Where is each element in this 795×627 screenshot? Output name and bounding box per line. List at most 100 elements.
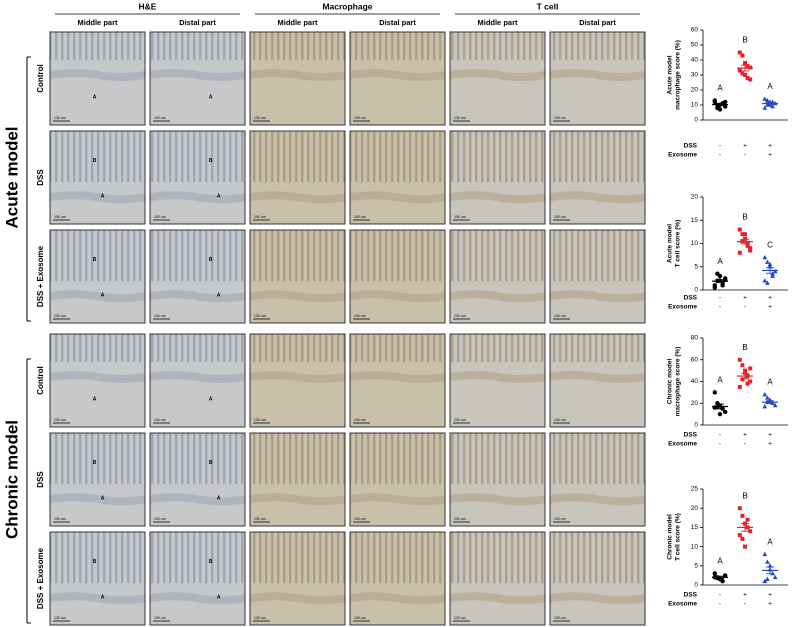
condition-sign: - (719, 143, 721, 150)
condition-label: DSS (684, 295, 698, 302)
condition-sign: + (768, 143, 772, 150)
data-point (740, 377, 745, 382)
data-point (762, 392, 768, 397)
condition-sign: + (768, 601, 772, 608)
column-title: Distal part (379, 18, 416, 27)
data-point (740, 53, 745, 58)
muscle-layer (250, 290, 345, 303)
muscle-layer (350, 493, 445, 506)
panel-border (49, 229, 146, 324)
condition-label: Exosome (668, 601, 697, 608)
data-point (770, 570, 775, 576)
data-point (723, 573, 728, 578)
data-point (748, 77, 753, 82)
data-point (740, 232, 745, 237)
data-point (748, 246, 753, 251)
data-point (748, 248, 753, 253)
condition-sign: + (743, 295, 747, 302)
group-letter: A (767, 537, 773, 546)
data-point (712, 571, 717, 576)
condition-sign: - (719, 152, 721, 159)
muscle-layer (250, 191, 345, 204)
mucosa (550, 532, 645, 584)
mucosa (450, 230, 545, 282)
row-label: DSS (36, 471, 45, 488)
mucosa (350, 334, 445, 362)
y-tick-label: 60 (691, 356, 699, 363)
scale-bar-label: 100 um (454, 418, 466, 422)
data-point (765, 98, 770, 103)
panel-border (149, 229, 246, 324)
y-axis-label: macrophage score (%) (675, 40, 682, 110)
column-title: Middle part (77, 18, 118, 27)
condition-label: DSS (684, 592, 698, 599)
y-axis-label: Chronic model (667, 359, 674, 405)
data-point (740, 363, 745, 368)
muscle-layer (50, 69, 145, 82)
scale-bar-label: 100 um (154, 314, 166, 318)
data-point (720, 578, 725, 584)
histology-panel: 100 um A (49, 31, 146, 126)
y-tick-label: 5 (694, 563, 698, 570)
scale-bar-label: 100 um (354, 418, 366, 422)
row-label: DSS (36, 169, 45, 186)
data-point (745, 517, 750, 522)
panel-border (249, 432, 346, 527)
panel-border (449, 333, 546, 428)
he-annotation: A (101, 292, 105, 298)
mucosa (150, 532, 245, 584)
mucosa (450, 32, 545, 60)
muscle-layer (150, 290, 245, 303)
muscle-layer (550, 69, 645, 82)
muscle-layer (150, 69, 245, 82)
panel-border (549, 531, 646, 626)
panel-border (449, 229, 546, 324)
data-point (745, 76, 750, 80)
histology-panel: 100 um B A (49, 531, 146, 626)
data-point (737, 227, 742, 232)
he-annotation: B (209, 257, 213, 263)
panel-border (549, 229, 646, 324)
scale-bar-label: 100 um (554, 314, 566, 318)
data-point (715, 271, 720, 276)
group-letter: C (767, 241, 773, 250)
scale-bar-label: 100 um (354, 517, 366, 521)
scale-bar-label: 100 um (554, 215, 566, 219)
condition-sign: - (719, 601, 721, 608)
histology-panel: 100 um (549, 31, 646, 126)
condition-sign: + (743, 143, 747, 150)
data-point (765, 576, 770, 582)
y-tick-label: 40 (691, 57, 699, 64)
row-label: DSS + Exosome (36, 245, 45, 307)
histology-panel: 100 um (349, 229, 446, 324)
data-point (762, 278, 768, 283)
data-point (765, 395, 770, 400)
group-letter: A (717, 257, 723, 266)
condition-label: Exosome (668, 441, 697, 448)
mucosa (50, 131, 145, 183)
mucosa (50, 334, 145, 362)
panel-border (149, 432, 246, 527)
histology-panel: 100 um (449, 531, 546, 626)
data-point (745, 243, 750, 248)
data-point (720, 283, 725, 288)
mucosa (550, 433, 645, 485)
y-tick-label: 15 (691, 217, 699, 224)
condition-sign: + (743, 592, 747, 599)
scale-bar-label: 100 um (154, 418, 166, 422)
histology-panel: 100 um B A (49, 432, 146, 527)
he-annotation: A (217, 292, 221, 298)
muscle-layer (450, 191, 545, 204)
y-tick-label: 20 (691, 194, 699, 201)
condition-sign: + (768, 432, 772, 439)
panel-border (49, 432, 146, 527)
group-letter: B (742, 36, 747, 45)
row-label: Control (36, 366, 45, 394)
muscle-layer (350, 69, 445, 82)
he-annotation: A (101, 495, 105, 501)
panel-border (549, 333, 646, 428)
data-point (762, 404, 768, 409)
y-tick-label: 25 (691, 486, 699, 493)
y-tick-label: 0 (694, 117, 698, 124)
